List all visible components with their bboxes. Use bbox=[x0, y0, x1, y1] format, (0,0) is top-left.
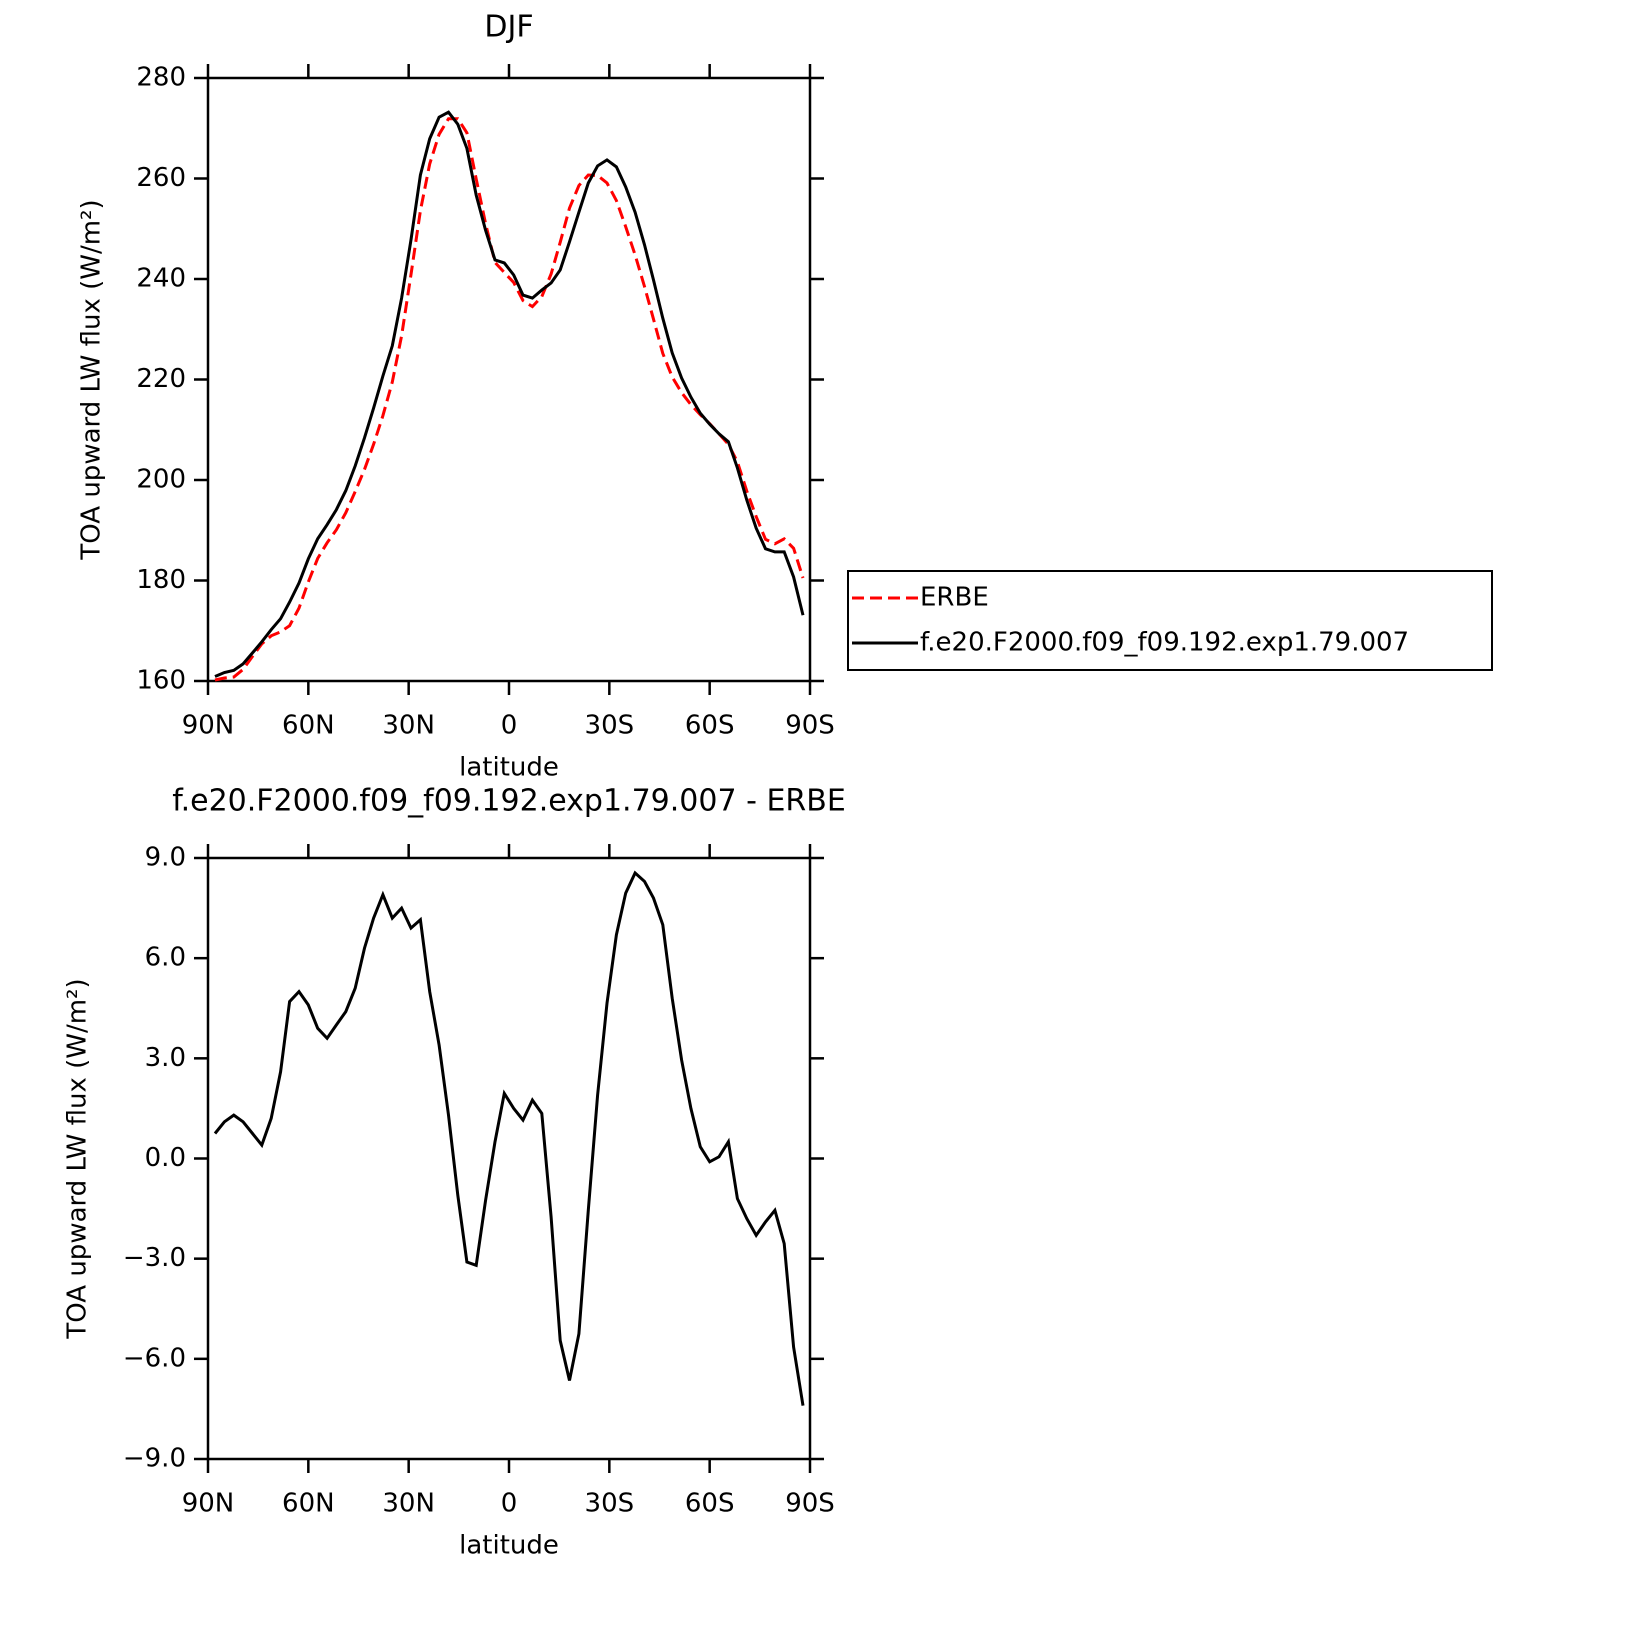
legend-label: f.e20.F2000.f09_f09.192.exp1.79.007 bbox=[920, 628, 1409, 658]
y-tick-label: −6.0 bbox=[123, 1343, 186, 1373]
x-tick-label: 30S bbox=[585, 1489, 635, 1519]
y-tick-label: 240 bbox=[136, 264, 186, 294]
y-tick-label: 200 bbox=[136, 465, 186, 495]
legend-box bbox=[847, 570, 1493, 671]
y-axis-label: TOA upward LW flux (W/m²) bbox=[63, 978, 93, 1339]
x-tick-label: 30S bbox=[585, 711, 635, 741]
y-tick-label: 0.0 bbox=[145, 1143, 186, 1173]
data-line bbox=[214, 117, 805, 682]
x-tick-label: 60S bbox=[685, 711, 735, 741]
y-tick-label: 220 bbox=[136, 364, 186, 394]
y-tick-label: 160 bbox=[136, 666, 186, 696]
x-tick-label: 90N bbox=[182, 711, 235, 741]
x-tick-label: 60N bbox=[282, 1489, 335, 1519]
y-tick-label: 280 bbox=[136, 63, 186, 93]
x-tick-label: 0 bbox=[501, 1489, 518, 1519]
y-tick-label: 180 bbox=[136, 565, 186, 595]
x-tick-label: 0 bbox=[501, 711, 518, 741]
x-tick-label: 90N bbox=[182, 1489, 235, 1519]
y-tick-label: 260 bbox=[136, 163, 186, 193]
y-tick-label: 6.0 bbox=[145, 943, 186, 973]
data-line bbox=[213, 870, 805, 1406]
x-tick-label: 90S bbox=[785, 711, 835, 741]
x-axis-label: latitude bbox=[459, 753, 559, 783]
plot-frame bbox=[206, 856, 812, 1461]
x-tick-label: 60S bbox=[685, 1489, 735, 1519]
y-tick-label: 3.0 bbox=[145, 1043, 186, 1073]
chart-title: f.e20.F2000.f09_f09.192.exp1.79.007 - ER… bbox=[172, 784, 846, 819]
data-line bbox=[214, 110, 805, 678]
y-tick-label: −9.0 bbox=[123, 1444, 186, 1474]
y-tick-label: 9.0 bbox=[145, 843, 186, 873]
x-tick-label: 60N bbox=[282, 711, 335, 741]
y-tick-label: −3.0 bbox=[123, 1243, 186, 1273]
plot-frame bbox=[206, 76, 812, 683]
x-tick-label: 90S bbox=[785, 1489, 835, 1519]
y-axis-label: TOA upward LW flux (W/m²) bbox=[77, 199, 107, 560]
x-axis-label: latitude bbox=[459, 1531, 559, 1561]
x-tick-label: 30N bbox=[382, 711, 435, 741]
x-tick-label: 30N bbox=[382, 1489, 435, 1519]
chart-title: DJF bbox=[484, 10, 533, 45]
legend-label: ERBE bbox=[920, 583, 989, 613]
